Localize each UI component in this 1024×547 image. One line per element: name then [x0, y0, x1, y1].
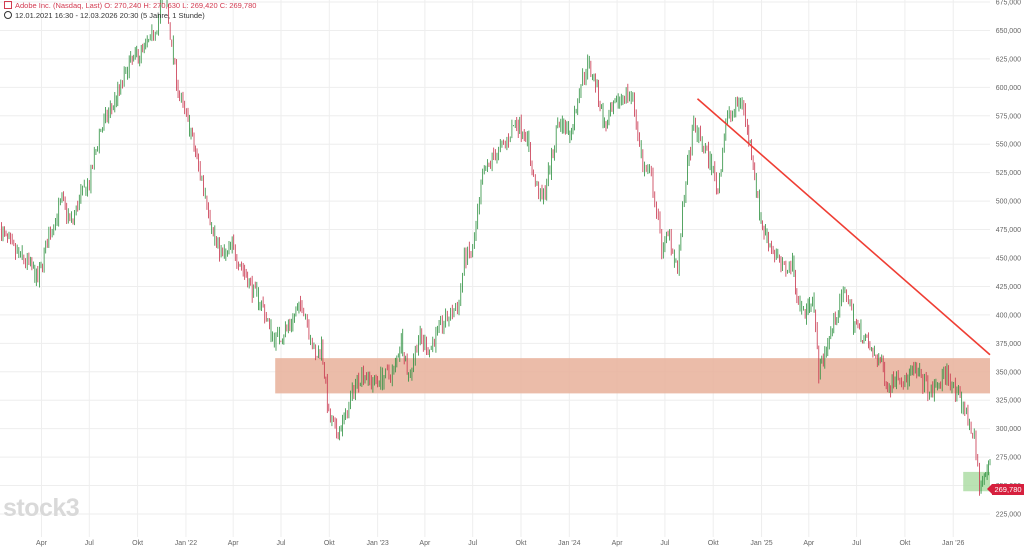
y-tick-label: 325,000 — [996, 398, 1021, 405]
x-tick-label: Apr — [228, 540, 240, 547]
y-tick-label: 275,000 — [996, 455, 1021, 462]
trendline — [696, 98, 991, 356]
clock-icon — [4, 11, 12, 19]
chart-trendline — [696, 98, 991, 356]
instrument-header: Adobe Inc. (Nasdaq, Last) O: 270,240 H: … — [4, 1, 256, 11]
x-tick-label: Jul — [468, 540, 477, 547]
y-tick-label: 350,000 — [996, 369, 1021, 376]
resistance-zone — [275, 358, 991, 394]
x-tick-label: Jul — [852, 540, 861, 547]
y-tick-label: 400,000 — [996, 312, 1021, 319]
x-tick-label: Okt — [516, 540, 527, 547]
chart-candles — [1, 0, 991, 496]
stock3-logo: stock3 — [3, 494, 80, 522]
y-tick-label: 600,000 — [996, 85, 1021, 92]
period-line: 12.01.2021 16:30 - 12.03.2026 20:30 (5 J… — [15, 11, 205, 20]
x-tick-label: Apr — [36, 540, 48, 547]
x-tick-label: Jan '26 — [942, 540, 964, 547]
y-tick-label: 475,000 — [996, 227, 1021, 234]
support-zone — [963, 471, 990, 492]
x-tick-label: Apr — [612, 540, 624, 547]
y-tick-label: 450,000 — [996, 256, 1021, 263]
y-tick-label: 525,000 — [996, 170, 1021, 177]
x-tick-label: Jul — [85, 540, 94, 547]
x-tick-label: Apr — [419, 540, 431, 547]
y-tick-label: 300,000 — [996, 426, 1021, 433]
x-tick-label: Jul — [277, 540, 286, 547]
y-tick-label: 500,000 — [996, 199, 1021, 206]
x-axis-labels: Apr Jul Okt Jan '22 Apr Jul Okt Jan '23 Apr Jul Ok… — [36, 540, 964, 547]
y-tick-label: 575,000 — [996, 113, 1021, 120]
y-axis-labels: 225,000250,000275,000300,000325,000350,0… — [996, 0, 1021, 519]
x-tick-label: Jan '25 — [750, 540, 772, 547]
chart-grid — [0, 0, 990, 537]
y-tick-label: 675,000 — [996, 0, 1021, 7]
y-tick-label: 225,000 — [996, 512, 1021, 519]
x-tick-label: Okt — [708, 540, 719, 547]
y-tick-label: 550,000 — [996, 142, 1021, 149]
instrument-line: Adobe Inc. (Nasdaq, Last) O: 270,240 H: … — [15, 1, 257, 10]
chart-zones — [275, 358, 991, 492]
x-tick-label: Okt — [899, 540, 910, 547]
y-tick-label: 650,000 — [996, 28, 1021, 35]
chart-badge-icon — [4, 1, 12, 9]
x-tick-label: Jul — [660, 540, 669, 547]
y-tick-label: 625,000 — [996, 56, 1021, 63]
last-price-tag: 269,780 — [987, 484, 1024, 495]
x-tick-label: Jan '24 — [558, 540, 580, 547]
x-tick-label: Apr — [803, 540, 815, 547]
x-tick-label: Jan '22 — [175, 540, 197, 547]
x-tick-label: Jan '23 — [366, 540, 388, 547]
y-tick-label: 375,000 — [996, 341, 1021, 348]
x-tick-label: Okt — [132, 540, 143, 547]
y-tick-label: 425,000 — [996, 284, 1021, 291]
period-header: 12.01.2021 16:30 - 12.03.2026 20:30 (5 J… — [4, 11, 205, 21]
x-tick-label: Okt — [324, 540, 335, 547]
